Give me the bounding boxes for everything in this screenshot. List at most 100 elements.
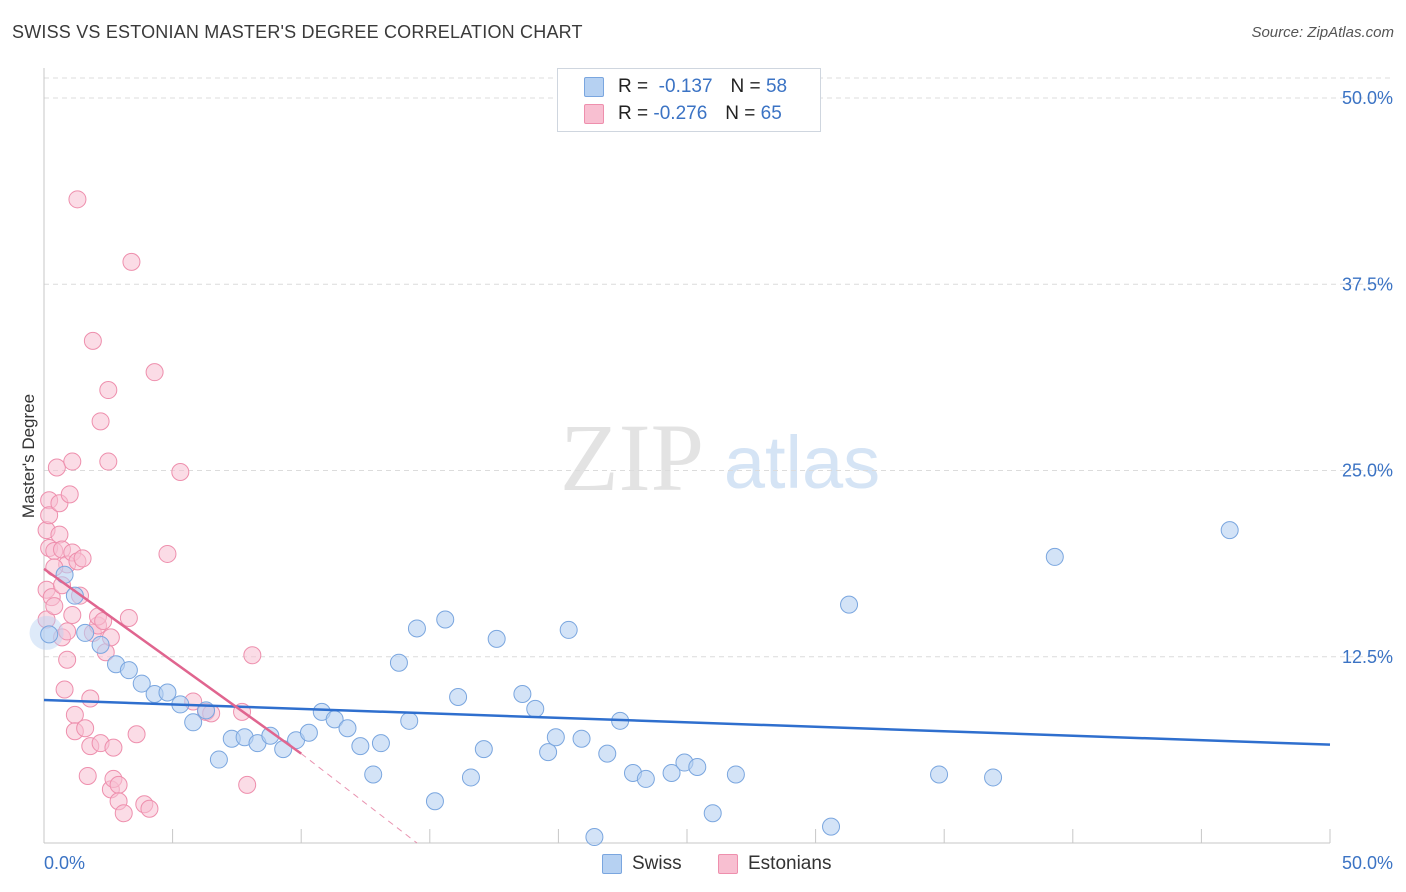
swiss-point (407, 619, 426, 638)
swiss-point (425, 792, 444, 811)
swiss-point (526, 699, 545, 718)
estonians-point (81, 689, 100, 708)
swiss-point (662, 763, 681, 782)
swiss-r-value: -0.137 (658, 76, 713, 97)
swiss-point (1045, 547, 1064, 566)
swiss-point (184, 713, 203, 732)
swiss-point (91, 635, 110, 654)
x-tick-label-max: 50.0% (1342, 853, 1393, 873)
estonians-trend-line (43, 567, 302, 755)
swiss-points (29, 521, 1239, 847)
estonians-point (127, 725, 146, 744)
swiss-point (930, 765, 949, 784)
swiss-point (364, 765, 383, 784)
estonians-point (104, 738, 123, 757)
legend-swiss-row: R = -0.137 N = 58 (584, 74, 787, 100)
swiss-point (984, 768, 1003, 787)
y-tick-label: 12.5% (1342, 647, 1393, 667)
estonians-point (63, 452, 82, 471)
bottom-legend-swiss: Swiss (602, 852, 682, 876)
estonians-r-value: -0.276 (653, 103, 708, 124)
estonians-point (140, 799, 159, 818)
estonians-swatch (584, 104, 604, 124)
estonians-n-value: 65 (760, 103, 782, 124)
swiss-point (371, 734, 390, 753)
x-tick-label-min: 0.0% (44, 853, 85, 873)
estonians-point (58, 650, 77, 669)
swiss-swatch (584, 77, 604, 97)
trend-lines (43, 567, 1331, 844)
swiss-point (487, 629, 506, 648)
estonians-point (171, 462, 190, 481)
swiss-point (449, 687, 468, 706)
swiss-point (119, 661, 138, 680)
swiss-point (539, 743, 558, 762)
swiss-n-label: N = (730, 76, 761, 97)
stats-legend: R = -0.137 N = 58 R = -0.276 N = 65 (557, 68, 821, 132)
source-note: Source: ZipAtlas.com (1251, 24, 1394, 41)
swiss-point (1220, 521, 1239, 540)
axes (43, 68, 1331, 844)
estonians-legend-swatch (718, 854, 738, 874)
swiss-point (40, 625, 59, 644)
swiss-point (158, 683, 177, 702)
bottom-legend-estonians: Estonians (718, 852, 831, 876)
estonians-point (63, 606, 82, 625)
estonians-r-label: R = (618, 103, 649, 124)
swiss-point (436, 610, 455, 629)
swiss-point (299, 723, 318, 742)
estonians-point (47, 458, 66, 477)
estonians-point (76, 719, 95, 738)
swiss-point (688, 758, 707, 777)
gridlines (44, 77, 1392, 658)
swiss-point (513, 685, 532, 703)
swiss-point (261, 726, 280, 745)
swiss-point (209, 750, 228, 769)
y-tick-label: 25.0% (1342, 461, 1393, 481)
estonians-trend-extension (300, 753, 418, 844)
y-tick-label: 37.5% (1342, 274, 1393, 294)
swiss-point (474, 740, 493, 759)
swiss-point (132, 674, 151, 693)
estonians-point (145, 363, 164, 382)
swiss-r-label: R = (618, 76, 649, 97)
swiss-point (389, 653, 408, 672)
estonians-point (158, 544, 177, 563)
estonians-point (55, 680, 74, 699)
watermark: ZIP atlas (560, 404, 880, 511)
y-tick-label: 50.0% (1342, 88, 1393, 108)
swiss-point (598, 744, 617, 763)
estonians-point (238, 775, 257, 794)
swiss-point (636, 769, 655, 788)
swiss-n-value: 58 (765, 76, 788, 97)
estonians-n-label: N = (725, 103, 756, 124)
estonians-point (73, 549, 92, 568)
swiss-legend-swatch (602, 854, 622, 874)
watermark-atlas: atlas (724, 421, 880, 504)
estonians-legend-label: Estonians (748, 853, 832, 874)
y-axis-label: Master's Degree (19, 394, 38, 518)
estonians-points (37, 190, 262, 823)
watermark-zip: ZIP (560, 404, 704, 511)
estonians-point (50, 525, 69, 544)
estonians-point (122, 252, 141, 271)
swiss-point (546, 728, 565, 747)
swiss-point (703, 804, 722, 823)
swiss-point (461, 768, 480, 787)
estonians-point (78, 766, 97, 785)
legend-estonians-row: R = -0.276 N = 65 (584, 101, 782, 127)
estonians-point (58, 622, 77, 641)
estonians-point (40, 506, 59, 525)
estonians-point (91, 412, 110, 431)
swiss-point (351, 737, 370, 756)
swiss-legend-label: Swiss (632, 853, 682, 874)
estonians-point (68, 190, 87, 209)
tick-labels: 12.5% 25.0% 37.5% 50.0% 0.0% 50.0% (44, 88, 1393, 873)
swiss-point (726, 765, 745, 784)
estonians-point (119, 609, 138, 628)
estonians-point (99, 452, 118, 471)
swiss-point (840, 595, 859, 614)
swiss-point (338, 719, 357, 738)
estonians-point (60, 485, 79, 504)
